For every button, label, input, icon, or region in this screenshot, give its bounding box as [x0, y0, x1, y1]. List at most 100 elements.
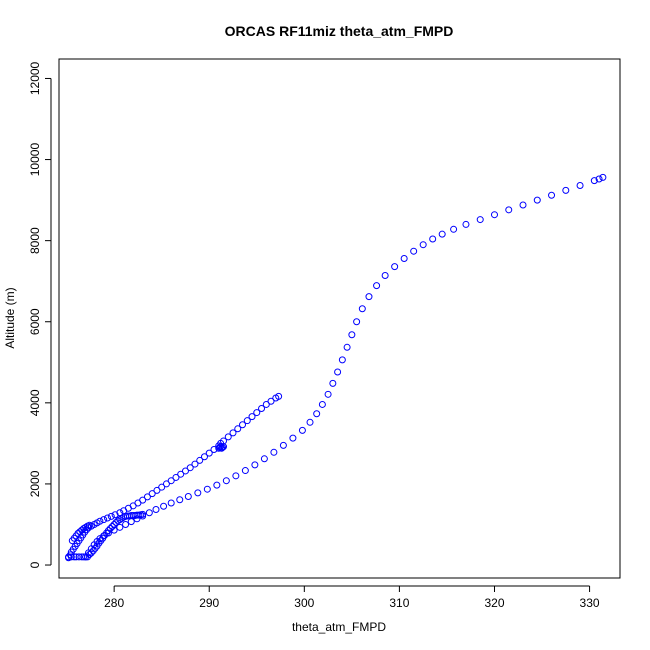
- data-point: [298, 426, 306, 434]
- data-point: [462, 220, 470, 228]
- data-point: [289, 434, 297, 442]
- x-tick-label: 320: [484, 596, 504, 610]
- data-point: [222, 477, 230, 485]
- y-tick-label: 6000: [28, 308, 42, 335]
- data-point: [243, 417, 251, 425]
- x-tick-label: 290: [199, 596, 219, 610]
- data-point: [203, 485, 211, 493]
- data-point: [241, 467, 249, 475]
- x-tick-label: 300: [294, 596, 314, 610]
- data-point: [275, 392, 283, 400]
- data-point: [104, 527, 112, 535]
- data-point: [100, 516, 108, 524]
- y-tick-label: 0: [28, 561, 42, 568]
- data-point: [590, 177, 598, 185]
- data-point: [306, 418, 314, 426]
- data-point: [158, 483, 166, 491]
- data-point: [224, 433, 232, 441]
- data-point: [194, 489, 202, 497]
- data-point: [196, 456, 204, 464]
- data-point: [106, 525, 114, 533]
- data-point: [167, 477, 175, 485]
- data-point: [219, 443, 227, 451]
- data-point: [381, 272, 389, 280]
- data-point: [410, 247, 418, 255]
- data-point: [107, 512, 115, 520]
- y-tick-label: 4000: [28, 389, 42, 416]
- x-axis-label: theta_atm_FMPD: [292, 620, 386, 634]
- data-point: [85, 550, 93, 558]
- data-point: [152, 505, 160, 513]
- data-point: [270, 448, 278, 456]
- data-point: [260, 455, 268, 463]
- data-point: [419, 241, 427, 249]
- y-tick-label: 8000: [28, 227, 42, 254]
- data-point: [373, 282, 381, 290]
- x-tick-label: 310: [389, 596, 409, 610]
- data-point: [338, 356, 346, 364]
- data-point: [205, 449, 213, 457]
- data-point: [505, 206, 513, 214]
- data-point: [391, 263, 399, 271]
- data-point: [82, 523, 90, 531]
- data-point: [599, 173, 607, 181]
- y-axis-label: Altitude (m): [3, 287, 17, 348]
- data-point: [365, 293, 373, 301]
- data-point: [476, 216, 484, 224]
- data-point: [267, 397, 275, 405]
- data-point: [229, 429, 237, 437]
- data-point: [450, 225, 458, 233]
- data-point: [258, 405, 266, 413]
- data-point: [232, 472, 240, 480]
- data-point: [172, 473, 180, 481]
- data-point: [148, 490, 156, 498]
- data-point: [353, 318, 361, 326]
- data-point: [153, 486, 161, 494]
- data-point: [127, 518, 135, 526]
- data-point: [177, 470, 185, 478]
- data-point: [329, 379, 337, 387]
- data-point: [519, 201, 527, 209]
- data-point: [262, 400, 270, 408]
- data-point: [184, 493, 192, 501]
- data-point: [562, 186, 570, 194]
- data-point: [181, 467, 189, 475]
- data-point: [167, 499, 175, 507]
- data-point: [490, 211, 498, 219]
- data-point: [348, 331, 356, 339]
- data-point: [191, 460, 199, 468]
- data-point: [576, 182, 584, 190]
- data-point: [595, 175, 603, 183]
- data-point: [429, 235, 437, 243]
- data-point: [162, 480, 170, 488]
- data-point: [218, 444, 226, 452]
- data-point: [108, 523, 116, 531]
- data-point: [85, 521, 93, 529]
- data-point: [75, 553, 83, 561]
- data-point: [400, 254, 408, 262]
- data-points: [65, 173, 607, 562]
- data-point: [80, 553, 88, 561]
- data-point: [110, 526, 118, 534]
- data-point: [215, 444, 223, 452]
- data-point: [176, 496, 184, 504]
- data-point: [318, 400, 326, 408]
- data-point: [313, 410, 321, 418]
- data-point: [96, 517, 104, 525]
- data-point: [143, 493, 151, 501]
- data-point: [70, 553, 78, 561]
- data-point: [253, 409, 261, 417]
- data-point: [160, 502, 168, 510]
- data-point: [213, 481, 221, 489]
- data-point: [234, 425, 242, 433]
- data-point: [87, 549, 95, 557]
- data-point: [219, 443, 227, 451]
- x-tick-label: 330: [580, 596, 600, 610]
- data-point: [358, 305, 366, 313]
- data-point: [145, 509, 153, 517]
- data-point: [186, 464, 194, 472]
- data-point: [533, 196, 541, 204]
- data-point: [200, 453, 208, 461]
- data-point: [279, 441, 287, 449]
